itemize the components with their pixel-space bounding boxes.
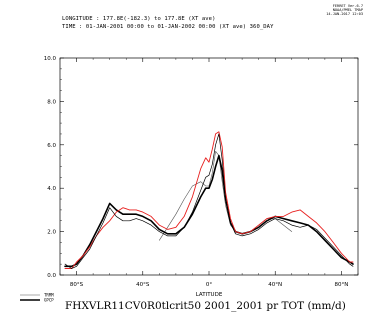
y-tick-label-3: 6.0 xyxy=(47,143,56,149)
y-tick-label-4: 8.0 xyxy=(47,99,56,105)
x-tick-label-4: 80°N xyxy=(335,282,349,288)
series-line-model-3 xyxy=(64,133,354,269)
ferret-stamp-line-2: NOAA/PMEL TMAP xyxy=(332,8,363,12)
y-tick-label-1: 2.0 xyxy=(47,230,56,236)
y-tick-label-2: 4.0 xyxy=(47,186,56,192)
series-layer xyxy=(64,131,354,269)
y-tick-label-5: 10.0 xyxy=(44,56,57,62)
y-axis: 0.0 2.0 4.0 6.0 8.0 10.0 xyxy=(44,56,358,279)
ferret-stamp-line-1: FERRET Ver.6.7 xyxy=(332,4,363,8)
x-axis: 80°S 40°S 0° 40°N 80°N xyxy=(59,58,359,288)
x-axis-title: LATITUDE xyxy=(196,292,223,298)
legend-label-gpcp: GPCP xyxy=(44,298,54,303)
series-line-gpcp xyxy=(64,154,354,268)
plot-frame xyxy=(59,57,359,276)
y-tick-label-0: 0.0 xyxy=(47,273,56,279)
x-tick-label-1: 40°S xyxy=(136,282,150,288)
header-line-1: LONGITUDE : 177.8E(-182.3) to 177.8E (XT… xyxy=(62,16,216,22)
x-tick-label-2: 0° xyxy=(206,282,212,288)
x-tick-label-3: 40°N xyxy=(268,282,282,288)
header-line-2: TIME : 01-JAN-2001 00:00 to 01-JAN-2002 … xyxy=(62,24,274,30)
chart-caption: FHXVLR11CV0R0tlcrit50 2001_2001 pr TOT (… xyxy=(65,300,346,312)
ferret-stamp: FERRET Ver.6.7 NOAA/PMEL TMAP 14-JAN-201… xyxy=(326,4,363,16)
series-line-model-2 xyxy=(64,131,354,269)
legend-label-trmm: TRMM xyxy=(44,293,54,298)
ferret-stamp-line-3: 14-JAN-2017 12:03 xyxy=(326,12,363,16)
x-tick-label-0: 80°S xyxy=(70,282,84,288)
